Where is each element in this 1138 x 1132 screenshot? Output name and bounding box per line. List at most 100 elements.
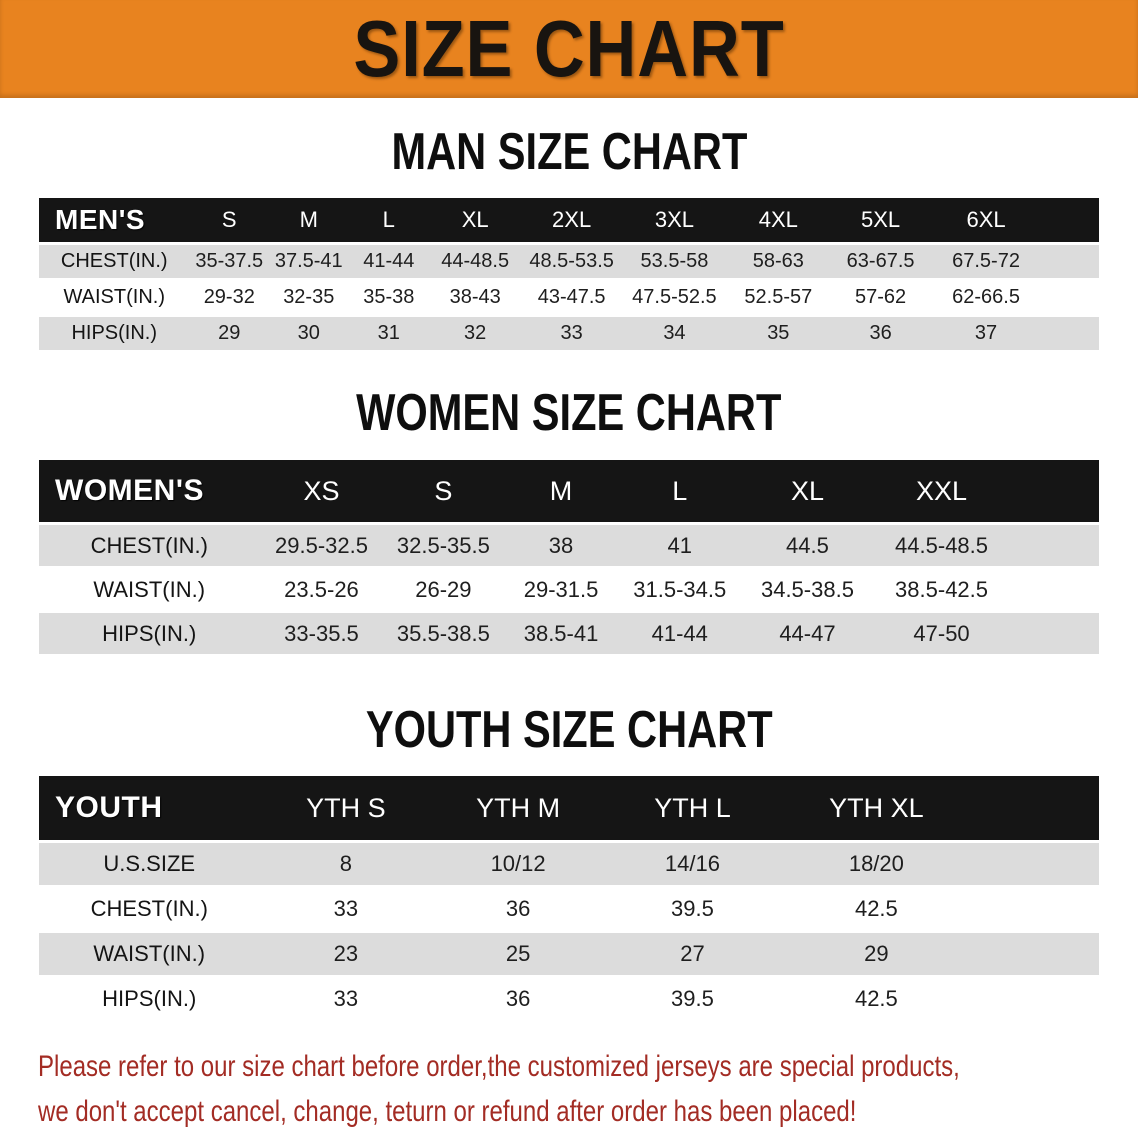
table-row: HIPS(IN.) 33 36 39.5 42.5 — [39, 978, 1099, 1020]
table-group-label: WOMEN'S — [39, 460, 260, 522]
measurement-value: 38.5-41 — [503, 613, 619, 654]
row-filler — [1040, 281, 1099, 314]
measurement-value: 23 — [259, 933, 433, 975]
size-table: WOMEN'S XS S M L XL XXL CHEST(IN.) 29.5-32.5 32… — [39, 457, 1099, 657]
measurement-value: 47-50 — [874, 613, 1009, 654]
measurement-value: 33-35.5 — [259, 613, 384, 654]
measurement-value: 38.5-42.5 — [874, 569, 1009, 610]
section-heading: WOMEN SIZE CHART — [0, 387, 1138, 439]
size-column-header: YTH M — [432, 776, 604, 840]
table-row: WAIST(IN.) 29-32 32-35 35-38 38-43 43-47.5 47.… — [39, 281, 1099, 314]
measurement-value: 27 — [603, 933, 781, 975]
table-row: CHEST(IN.) 29.5-32.5 32.5-35.5 38 41 44.5 44.5… — [39, 525, 1099, 566]
measurement-value: 35 — [726, 317, 830, 350]
row-filler — [1008, 613, 1099, 654]
measurement-value: 34.5-38.5 — [740, 569, 875, 610]
size-charts-container: MAN SIZE CHART MEN'S S M L XL 2XL 3XL 4XL 5XL 6X… — [0, 126, 1138, 1023]
measurement-value: 29 — [189, 317, 270, 350]
measurement-value: 42.5 — [780, 888, 972, 930]
measurement-value: 29-32 — [189, 281, 270, 314]
measurement-value: 8 — [259, 843, 433, 885]
size-column-header: XL — [429, 198, 522, 242]
size-column-header: YTH L — [603, 776, 781, 840]
size-column-header: 4XL — [726, 198, 830, 242]
section-heading-text: WOMEN SIZE CHART — [356, 384, 782, 442]
measurement-value: 44-47 — [740, 613, 875, 654]
size-column-header: YTH XL — [780, 776, 972, 840]
measurement-value: 29 — [780, 933, 972, 975]
table-row: HIPS(IN.) 33-35.5 35.5-38.5 38.5-41 41-44 44-… — [39, 613, 1099, 654]
measurement-value: 44.5 — [740, 525, 875, 566]
size-column-header: XL — [740, 460, 875, 522]
size-column-header: 3XL — [621, 198, 727, 242]
table-group-label: YOUTH — [39, 776, 260, 840]
disclaimer-line-2: we don't accept cancel, change, teturn o… — [38, 1095, 857, 1128]
row-filler — [1040, 317, 1099, 350]
size-table: YOUTH YTH S YTH M YTH L YTH XL U.S.SIZE 8 10/… — [39, 773, 1099, 1023]
measurement-value: 37 — [931, 317, 1041, 350]
measurement-value: 36 — [432, 978, 604, 1020]
size-chart-section-men: MAN SIZE CHART MEN'S S M L XL 2XL 3XL 4XL 5XL 6X… — [0, 126, 1138, 353]
size-column-header: YTH S — [259, 776, 433, 840]
section-heading: MAN SIZE CHART — [0, 126, 1138, 178]
table-header-row: MEN'S S M L XL 2XL 3XL 4XL 5XL 6XL — [39, 198, 1099, 242]
measurement-value: 37.5-41 — [269, 245, 349, 278]
size-column-header: M — [503, 460, 619, 522]
row-filler — [971, 978, 1099, 1020]
row-filler — [971, 843, 1099, 885]
measurement-value: 23.5-26 — [259, 569, 384, 610]
measurement-value: 52.5-57 — [726, 281, 830, 314]
measurement-value: 38-43 — [429, 281, 522, 314]
measurement-value: 53.5-58 — [621, 245, 727, 278]
row-filler — [971, 933, 1099, 975]
size-column-header: XS — [259, 460, 384, 522]
measurement-label: HIPS(IN.) — [39, 978, 260, 1020]
measurement-value: 10/12 — [432, 843, 604, 885]
table-row: WAIST(IN.) 23 25 27 29 — [39, 933, 1099, 975]
size-column-header: S — [189, 198, 270, 242]
table-header-row: YOUTH YTH S YTH M YTH L YTH XL — [39, 776, 1099, 840]
measurement-value: 29-31.5 — [503, 569, 619, 610]
table-group-label: MEN'S — [39, 198, 190, 242]
table-row: CHEST(IN.) 35-37.5 37.5-41 41-44 44-48.5 48.5… — [39, 245, 1099, 278]
table-row: HIPS(IN.) 29 30 31 32 33 34 35 36 37 — [39, 317, 1099, 350]
measurement-label: WAIST(IN.) — [39, 569, 260, 610]
measurement-value: 36 — [829, 317, 932, 350]
table-row: WAIST(IN.) 23.5-26 26-29 29-31.5 31.5-34.5 34… — [39, 569, 1099, 610]
disclaimer: Please refer to our size chart before or… — [0, 1044, 1138, 1132]
measurement-value: 62-66.5 — [931, 281, 1041, 314]
row-filler — [1008, 525, 1099, 566]
measurement-value: 33 — [259, 888, 433, 930]
size-chart-banner: SIZE CHART — [0, 0, 1138, 98]
measurement-value: 48.5-53.5 — [521, 245, 622, 278]
measurement-value: 36 — [432, 888, 604, 930]
measurement-value: 26-29 — [383, 569, 504, 610]
measurement-value: 33 — [521, 317, 622, 350]
header-filler — [1040, 198, 1099, 242]
size-column-header: 6XL — [931, 198, 1041, 242]
measurement-value: 43-47.5 — [521, 281, 622, 314]
measurement-label: CHEST(IN.) — [39, 525, 260, 566]
measurement-value: 18/20 — [780, 843, 972, 885]
measurement-value: 33 — [259, 978, 433, 1020]
measurement-value: 47.5-52.5 — [621, 281, 727, 314]
size-column-header: M — [269, 198, 349, 242]
section-heading-text: YOUTH SIZE CHART — [365, 701, 773, 759]
section-heading-text: MAN SIZE CHART — [391, 123, 747, 181]
measurement-value: 31 — [348, 317, 430, 350]
size-column-header: L — [618, 460, 741, 522]
measurement-value: 41 — [618, 525, 741, 566]
measurement-value: 42.5 — [780, 978, 972, 1020]
row-filler — [1040, 245, 1099, 278]
measurement-value: 30 — [269, 317, 349, 350]
header-filler — [971, 776, 1099, 840]
size-chart-section-youth: YOUTH SIZE CHART YOUTH YTH S YTH M YTH L YT… — [0, 704, 1138, 1023]
table-row: CHEST(IN.) 33 36 39.5 42.5 — [39, 888, 1099, 930]
table-row: U.S.SIZE 8 10/12 14/16 18/20 — [39, 843, 1099, 885]
measurement-value: 38 — [503, 525, 619, 566]
size-column-header: S — [383, 460, 504, 522]
measurement-value: 31.5-34.5 — [618, 569, 741, 610]
disclaimer-line-1: Please refer to our size chart before or… — [38, 1050, 960, 1083]
size-table: MEN'S S M L XL 2XL 3XL 4XL 5XL 6XL CHEST(IN.) 35-… — [39, 195, 1099, 353]
measurement-value: 35-37.5 — [189, 245, 270, 278]
